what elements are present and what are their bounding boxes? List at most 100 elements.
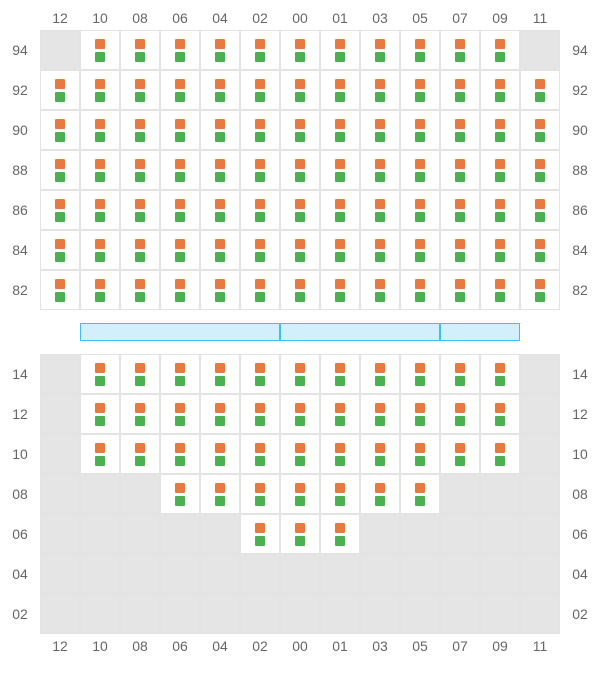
seat-cell[interactable] — [360, 354, 400, 394]
seat-cell[interactable] — [200, 70, 240, 110]
seat-cell[interactable] — [200, 110, 240, 150]
seat-cell[interactable] — [40, 150, 80, 190]
seat-cell[interactable] — [440, 110, 480, 150]
seat-cell[interactable] — [160, 150, 200, 190]
seat-cell[interactable] — [240, 354, 280, 394]
seat-cell[interactable] — [120, 230, 160, 270]
seat-cell[interactable] — [120, 270, 160, 310]
seat-cell[interactable] — [120, 394, 160, 434]
seat-cell[interactable] — [320, 230, 360, 270]
seat-cell[interactable] — [200, 270, 240, 310]
seat-cell[interactable] — [400, 354, 440, 394]
seat-cell[interactable] — [80, 190, 120, 230]
seat-cell[interactable] — [240, 230, 280, 270]
seat-cell[interactable] — [120, 354, 160, 394]
seat-cell[interactable] — [240, 70, 280, 110]
seat-cell[interactable] — [240, 474, 280, 514]
seat-cell[interactable] — [280, 150, 320, 190]
seat-cell[interactable] — [320, 110, 360, 150]
seat-cell[interactable] — [520, 110, 560, 150]
seat-cell[interactable] — [280, 394, 320, 434]
seat-cell[interactable] — [360, 70, 400, 110]
seat-cell[interactable] — [240, 150, 280, 190]
seat-cell[interactable] — [240, 110, 280, 150]
seat-cell[interactable] — [120, 70, 160, 110]
seat-cell[interactable] — [320, 354, 360, 394]
seat-cell[interactable] — [200, 150, 240, 190]
seat-cell[interactable] — [280, 230, 320, 270]
seat-cell[interactable] — [520, 70, 560, 110]
seat-cell[interactable] — [320, 514, 360, 554]
seat-cell[interactable] — [320, 190, 360, 230]
seat-cell[interactable] — [200, 354, 240, 394]
seat-cell[interactable] — [520, 230, 560, 270]
seat-cell[interactable] — [80, 150, 120, 190]
seat-cell[interactable] — [480, 354, 520, 394]
seat-cell[interactable] — [400, 110, 440, 150]
seat-cell[interactable] — [80, 434, 120, 474]
seat-cell[interactable] — [40, 190, 80, 230]
seat-cell[interactable] — [240, 434, 280, 474]
seat-cell[interactable] — [120, 30, 160, 70]
seat-cell[interactable] — [400, 230, 440, 270]
seat-cell[interactable] — [480, 150, 520, 190]
seat-cell[interactable] — [80, 270, 120, 310]
seat-cell[interactable] — [320, 150, 360, 190]
seat-cell[interactable] — [280, 474, 320, 514]
seat-cell[interactable] — [120, 110, 160, 150]
seat-cell[interactable] — [160, 190, 200, 230]
seat-cell[interactable] — [160, 394, 200, 434]
seat-cell[interactable] — [360, 190, 400, 230]
seat-cell[interactable] — [520, 190, 560, 230]
seat-cell[interactable] — [400, 394, 440, 434]
seat-cell[interactable] — [200, 190, 240, 230]
seat-cell[interactable] — [160, 354, 200, 394]
seat-cell[interactable] — [160, 30, 200, 70]
seat-cell[interactable] — [80, 110, 120, 150]
seat-cell[interactable] — [480, 434, 520, 474]
seat-cell[interactable] — [360, 30, 400, 70]
seat-cell[interactable] — [480, 70, 520, 110]
seat-cell[interactable] — [400, 270, 440, 310]
seat-cell[interactable] — [160, 434, 200, 474]
seat-cell[interactable] — [80, 230, 120, 270]
seat-cell[interactable] — [280, 354, 320, 394]
seat-cell[interactable] — [200, 434, 240, 474]
seat-cell[interactable] — [280, 190, 320, 230]
seat-cell[interactable] — [280, 110, 320, 150]
seat-cell[interactable] — [280, 434, 320, 474]
seat-cell[interactable] — [440, 434, 480, 474]
seat-cell[interactable] — [320, 30, 360, 70]
seat-cell[interactable] — [400, 150, 440, 190]
seat-cell[interactable] — [40, 270, 80, 310]
seat-cell[interactable] — [240, 514, 280, 554]
seat-cell[interactable] — [360, 474, 400, 514]
seat-cell[interactable] — [120, 434, 160, 474]
seat-cell[interactable] — [160, 230, 200, 270]
seat-cell[interactable] — [160, 110, 200, 150]
seat-cell[interactable] — [480, 270, 520, 310]
seat-cell[interactable] — [240, 190, 280, 230]
seat-cell[interactable] — [80, 70, 120, 110]
seat-cell[interactable] — [440, 30, 480, 70]
seat-cell[interactable] — [440, 70, 480, 110]
seat-cell[interactable] — [320, 474, 360, 514]
seat-cell[interactable] — [320, 70, 360, 110]
seat-cell[interactable] — [520, 270, 560, 310]
seat-cell[interactable] — [400, 474, 440, 514]
seat-cell[interactable] — [320, 394, 360, 434]
seat-cell[interactable] — [200, 230, 240, 270]
seat-cell[interactable] — [200, 394, 240, 434]
seat-cell[interactable] — [160, 270, 200, 310]
seat-cell[interactable] — [320, 434, 360, 474]
seat-cell[interactable] — [360, 270, 400, 310]
seat-cell[interactable] — [120, 190, 160, 230]
seat-cell[interactable] — [240, 270, 280, 310]
seat-cell[interactable] — [280, 70, 320, 110]
seat-cell[interactable] — [360, 150, 400, 190]
seat-cell[interactable] — [360, 110, 400, 150]
seat-cell[interactable] — [440, 150, 480, 190]
seat-cell[interactable] — [480, 30, 520, 70]
seat-cell[interactable] — [360, 230, 400, 270]
seat-cell[interactable] — [440, 190, 480, 230]
